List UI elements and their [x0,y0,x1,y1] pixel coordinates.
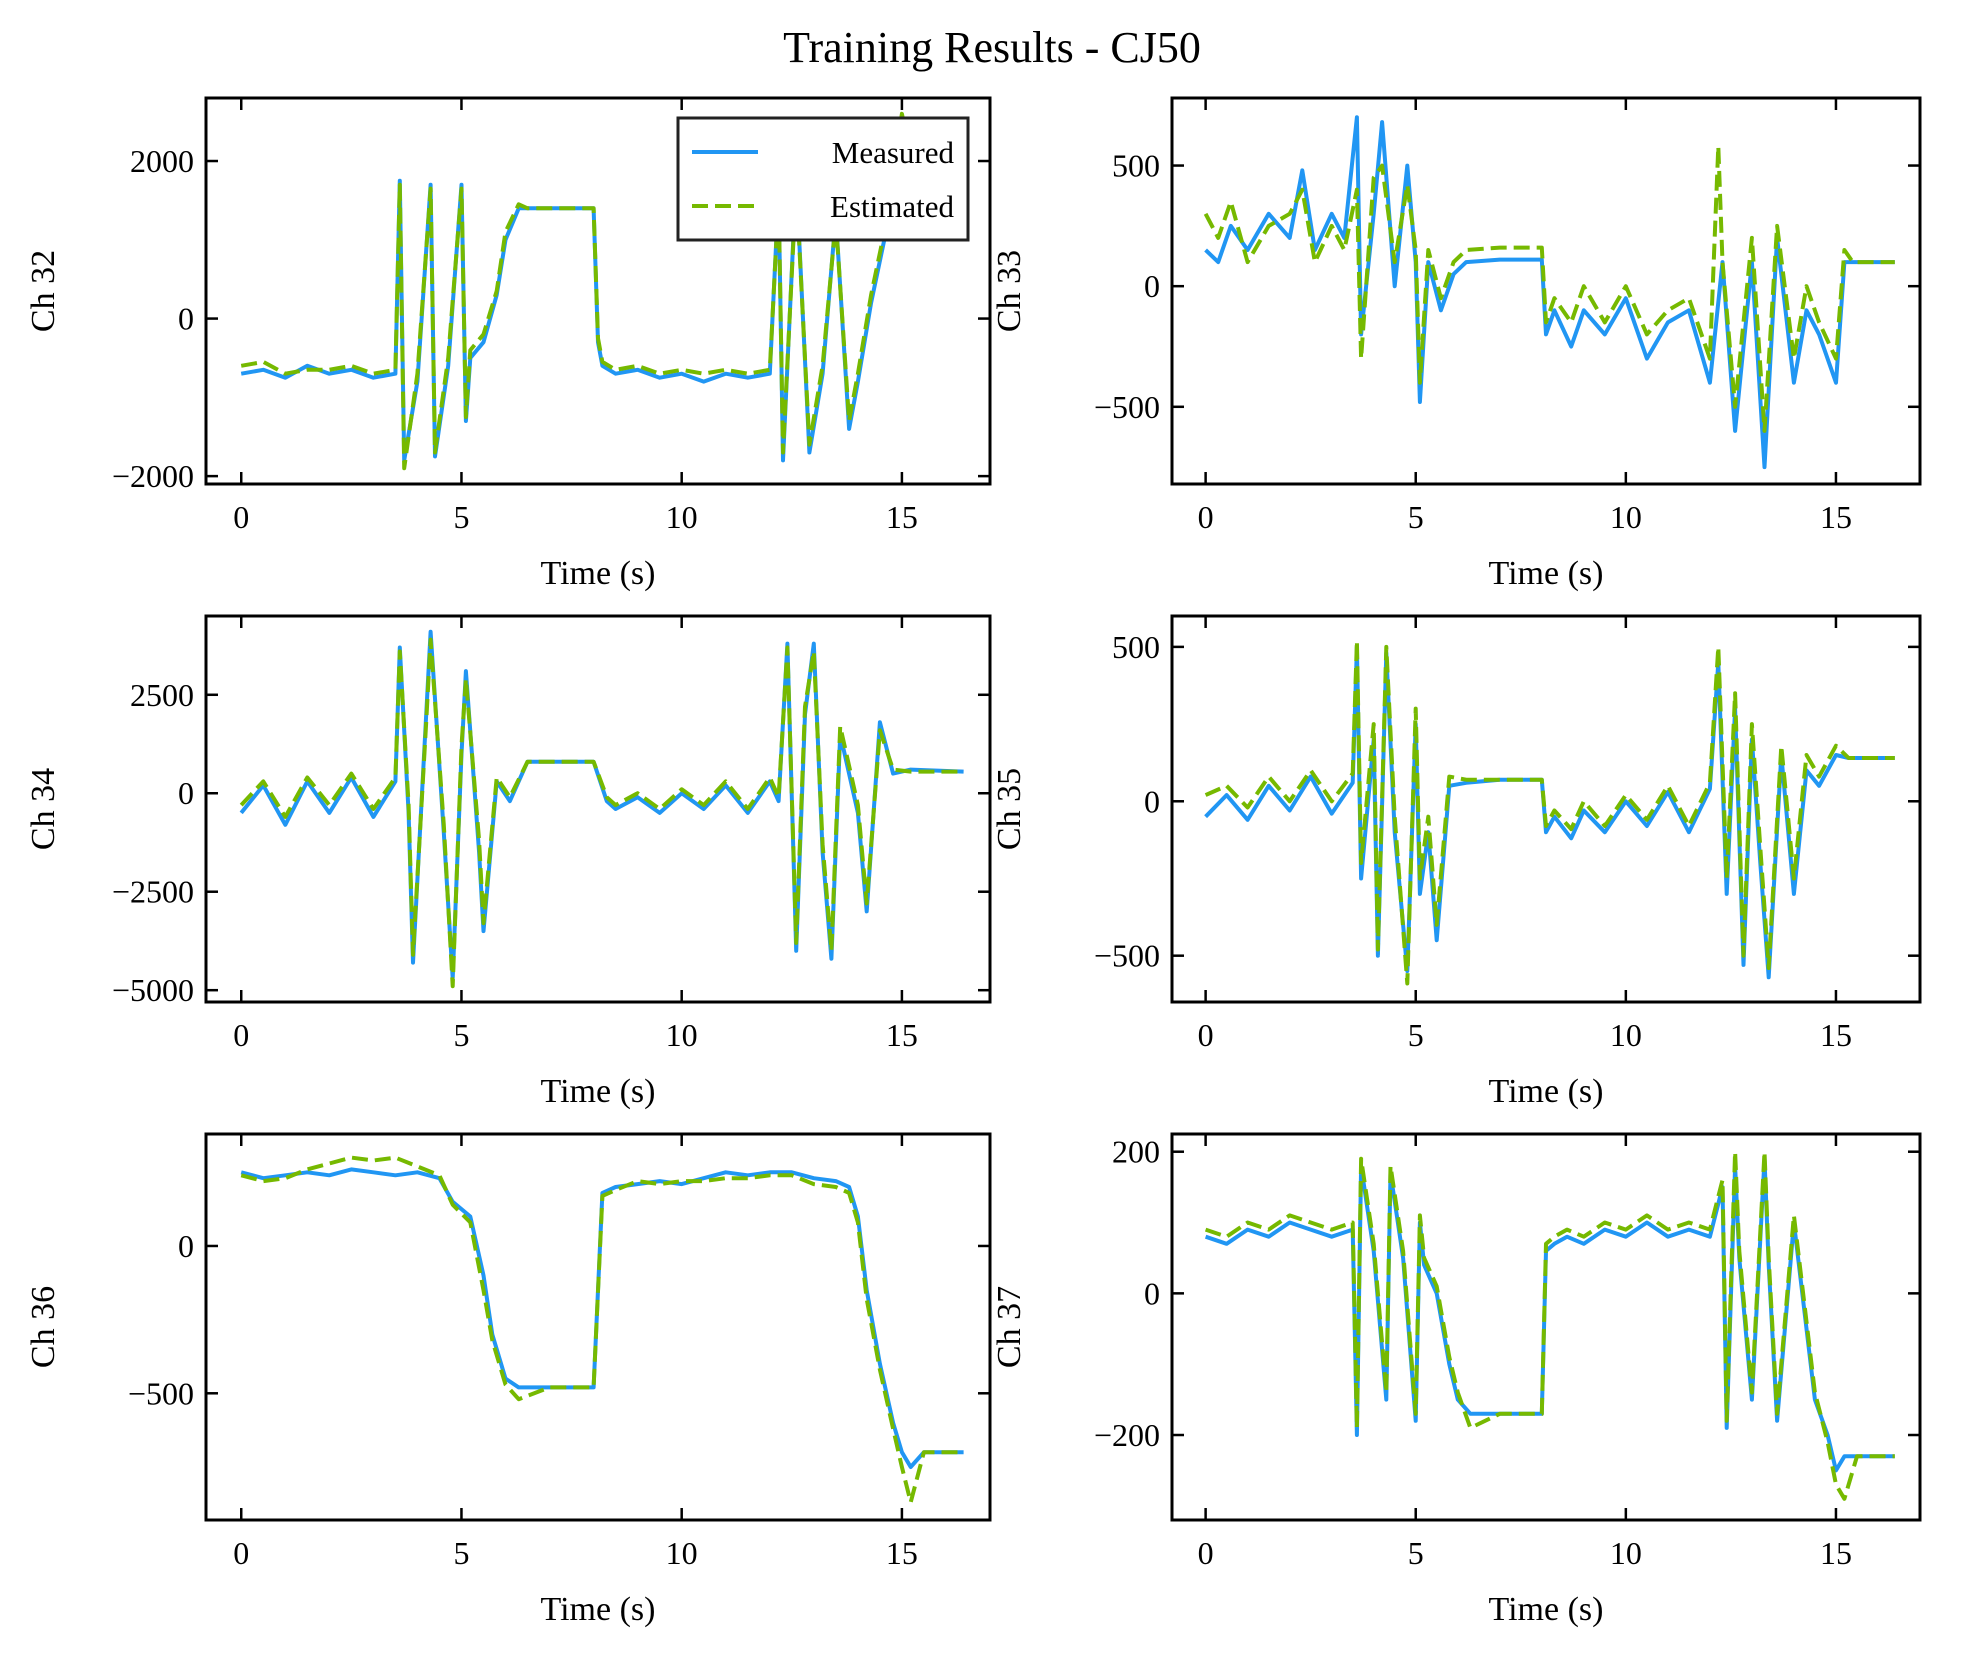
x-tick-label: 5 [453,1017,469,1053]
y-tick-label: 0 [178,301,194,337]
series-line-estimated [1204,1149,1895,1501]
x-tick-label: 15 [1820,1017,1852,1053]
x-tick-label: 15 [886,499,918,535]
y-tick-label: 2000 [130,143,194,179]
x-axis-label: Time (s) [541,1073,656,1110]
x-tick-label: 5 [1408,1535,1424,1571]
axes-frame [204,1132,992,1522]
y-tick-label: 0 [1144,1275,1160,1311]
x-tick-label: 0 [233,1017,249,1053]
y-tick-label: 0 [1144,268,1160,304]
x-tick-label: 10 [666,1017,698,1053]
x-axis-label: Time (s) [1489,1591,1604,1628]
x-tick-label: 10 [1610,499,1642,535]
subplot-6: 0 5 10 15 −200 0 200 Time (s) Ch 37 [991,1132,1922,1628]
x-tick-label: 15 [1820,1535,1852,1571]
figure-title: Training Results - CJ50 [783,23,1201,72]
x-tick-label: 5 [453,1535,469,1571]
y-tick-label: 500 [1112,629,1160,665]
series-line-estimated [240,1155,964,1505]
legend: Measured Estimated [676,116,970,242]
x-axis-label: Time (s) [541,555,656,592]
x-tick-label: 0 [1198,1535,1214,1571]
x-tick-label: 15 [886,1017,918,1053]
x-tick-label: 10 [666,499,698,535]
y-tick-label: 2500 [130,677,194,713]
y-tick-label: −500 [1094,389,1160,425]
y-tick-label: −200 [1094,1417,1160,1453]
x-tick-label: 10 [1610,1535,1642,1571]
series-line-estimated [1204,638,1895,986]
y-axis-label: Ch 34 [25,768,62,850]
axes-frame [204,96,992,486]
y-tick-label: −2500 [112,874,194,910]
axes-frame [1170,96,1922,486]
series-line-measured [239,629,964,981]
x-tick-label: 10 [666,1535,698,1571]
series-line-measured [1204,115,1895,470]
x-tick-label: 0 [1198,499,1214,535]
series-line-measured [1204,644,1895,980]
x-axis-label: Time (s) [1489,1073,1604,1110]
y-tick-label: 500 [1112,148,1160,184]
y-tick-label: −500 [1094,938,1160,974]
subplot-4: 0 5 10 15 −500 0 500 Time (s) Ch 35 [991,614,1922,1110]
legend-label-estimated: Estimated [830,189,954,224]
x-tick-label: 0 [233,499,249,535]
x-tick-label: 15 [1820,499,1852,535]
subplot-5: 0 5 10 15 −500 0 Time (s) Ch 36 [25,1132,992,1628]
y-tick-label: 0 [178,1228,194,1264]
y-tick-label: −500 [128,1375,194,1411]
x-tick-label: 5 [1408,1017,1424,1053]
y-axis-label: Ch 32 [25,250,62,332]
x-axis-label: Time (s) [541,1591,656,1628]
subplot-3: 0 5 10 15 −5000 −2500 0 2500 Time (s) Ch 34 [25,614,992,1110]
legend-label-measured: Measured [832,135,955,170]
x-tick-label: 15 [886,1535,918,1571]
y-tick-label: 0 [178,775,194,811]
y-axis-label: Ch 35 [991,768,1028,850]
y-axis-label: Ch 37 [991,1286,1028,1368]
y-tick-label: 200 [1112,1134,1160,1170]
series-line-estimated [239,637,964,989]
x-axis-label: Time (s) [1489,555,1604,592]
x-tick-label: 0 [1198,1017,1214,1053]
y-axis-label: Ch 33 [991,250,1028,332]
series-line-estimated [1203,144,1895,433]
x-tick-label: 5 [1408,499,1424,535]
legend-box [676,116,970,242]
y-tick-label: 0 [1144,783,1160,819]
x-tick-label: 0 [233,1535,249,1571]
y-tick-label: −2000 [112,458,194,494]
series-line-measured [1204,1156,1895,1473]
x-tick-label: 10 [1610,1017,1642,1053]
axes-frame [204,614,992,1004]
subplot-2: 0 5 10 15 −500 0 500 Time (s) Ch 33 [991,96,1922,592]
x-tick-label: 5 [453,499,469,535]
axes-frame [1170,614,1922,1004]
subplot-1: 0 5 10 15 −2000 0 2000 Time (s) Ch 32 Measured Est… [25,96,992,592]
axes-frame [1170,1132,1922,1522]
y-tick-label: −5000 [112,972,194,1008]
y-axis-label: Ch 36 [25,1286,62,1368]
